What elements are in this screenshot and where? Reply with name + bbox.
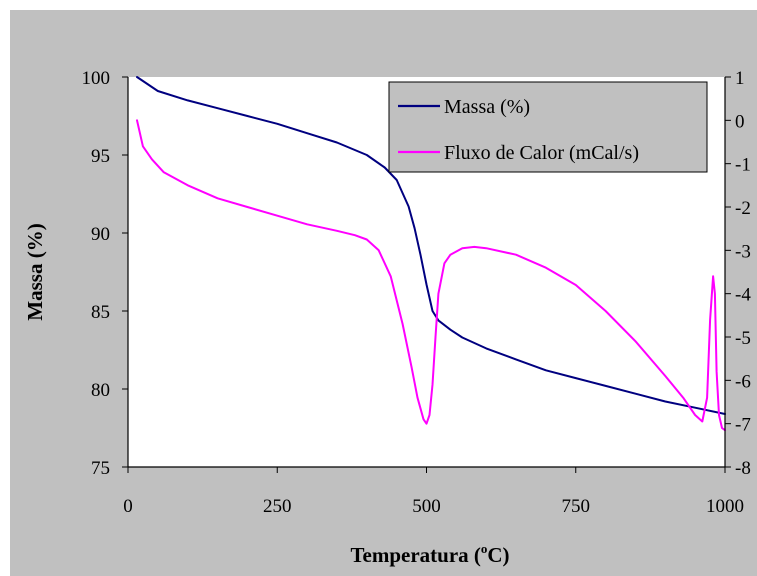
y-tick-label: 90 <box>91 224 110 245</box>
y2-tick-label: -8 <box>735 458 751 479</box>
x-tick-label: 750 <box>562 496 591 517</box>
x-tick-label: 500 <box>412 496 441 517</box>
x-axis-title-suffix: C) <box>487 543 509 567</box>
y-axis-title: Massa (%) <box>23 223 47 320</box>
y2-tick-label: -7 <box>735 415 751 436</box>
x-axis-title: Temperatura (oC) <box>350 541 509 567</box>
y2-tick-label: -3 <box>735 241 751 262</box>
y-tick-label: 100 <box>82 68 111 89</box>
series-line-fluxo <box>136 119 726 432</box>
y2-tick-label: -5 <box>735 328 751 349</box>
legend-box <box>388 81 708 173</box>
x-axis-title-sup: o <box>481 541 488 556</box>
y2-tick-label: 1 <box>735 68 745 89</box>
y-tick-label: 85 <box>91 302 110 323</box>
y2-tick-label: -2 <box>735 198 751 219</box>
y2-tick-label: -1 <box>735 155 751 176</box>
y-tick-label: 95 <box>91 146 110 167</box>
x-axis-title-main: Temperatura ( <box>350 543 480 567</box>
legend-label-massa: Massa (%) <box>444 96 530 118</box>
x-tick-label: 1000 <box>706 496 744 517</box>
legend: Massa (%) Fluxo de Calor (mCal/s) <box>388 81 708 173</box>
y2-tick-label: -6 <box>735 371 751 392</box>
series-line-massa <box>136 76 726 415</box>
y2-tick-label: 0 <box>735 111 745 132</box>
y2-tick-label: -4 <box>735 285 751 306</box>
x-tick-label: 250 <box>263 496 292 517</box>
legend-label-fluxo: Fluxo de Calor (mCal/s) <box>444 142 639 164</box>
y-tick-label: 80 <box>91 380 110 401</box>
y-tick-label: 75 <box>91 458 110 479</box>
x-tick-label: 0 <box>123 496 133 517</box>
